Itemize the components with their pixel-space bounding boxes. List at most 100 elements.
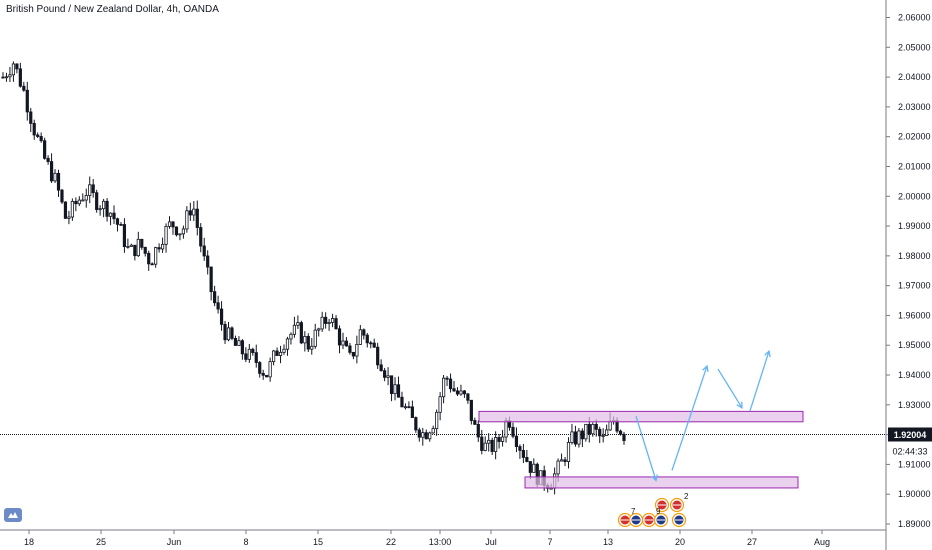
- event-flag-icon[interactable]: [654, 497, 670, 513]
- candle-up: [67, 216, 71, 219]
- candle-down: [369, 342, 373, 345]
- candle-up: [431, 428, 435, 434]
- event-flag-icon[interactable]: [669, 497, 685, 513]
- y-tick-label: 2.02000: [898, 132, 931, 142]
- candle-up: [296, 322, 300, 326]
- bar-countdown-label: 02:44:33: [892, 446, 927, 456]
- candle-down: [490, 439, 494, 452]
- event-flag-icon[interactable]: [653, 512, 669, 528]
- candle-down: [133, 244, 137, 257]
- y-tick-label: 1.90000: [898, 489, 931, 499]
- y-tick-label: 2.06000: [898, 13, 931, 23]
- candle-down: [174, 226, 179, 236]
- y-tick-label: 1.89000: [898, 519, 931, 529]
- candle-down: [521, 449, 525, 458]
- support-zone[interactable]: [524, 476, 799, 489]
- candle-down: [334, 318, 338, 330]
- candle-down: [598, 428, 602, 437]
- candle-up: [438, 396, 442, 413]
- x-tick-label: 27: [747, 537, 757, 547]
- candle-up: [320, 316, 324, 330]
- candle-up: [435, 411, 439, 429]
- candle-down: [119, 224, 123, 226]
- candle-down: [112, 212, 116, 220]
- candle-up: [226, 327, 231, 341]
- candle-down: [15, 63, 19, 70]
- candle-down: [32, 123, 36, 136]
- candle-down: [379, 364, 383, 372]
- candle-down: [105, 200, 109, 217]
- x-tick-label: 7: [547, 537, 552, 547]
- candle-up: [178, 233, 182, 236]
- candle-up: [289, 333, 293, 340]
- event-flag-icon[interactable]: [628, 512, 644, 528]
- candle-up: [292, 324, 297, 335]
- candle-up: [167, 221, 172, 227]
- projection-arrow[interactable]: [749, 350, 770, 411]
- projection-arrowhead: [764, 349, 771, 358]
- candle-down: [424, 432, 428, 440]
- candle-up: [483, 442, 487, 451]
- candle-down: [622, 433, 626, 441]
- candle-down: [91, 184, 95, 194]
- candle-up: [192, 208, 196, 216]
- candle-down: [480, 436, 484, 451]
- candle-up: [126, 246, 130, 248]
- y-tick-label: 1.94000: [898, 370, 931, 380]
- candle-down: [206, 255, 210, 268]
- candle-up: [577, 430, 581, 445]
- x-tick-label: 13:00: [429, 537, 452, 547]
- candle-down: [389, 375, 394, 395]
- event-flag-icon[interactable]: [617, 512, 633, 528]
- candle-up: [313, 329, 317, 347]
- resistance-zone[interactable]: [478, 410, 804, 423]
- candle-down: [29, 111, 33, 124]
- candle-down: [476, 424, 480, 438]
- event-flag-icon[interactable]: [641, 512, 657, 528]
- candle-up: [556, 460, 560, 475]
- candle-down: [150, 263, 154, 266]
- candle-up: [53, 172, 57, 182]
- tradingview-logo-icon[interactable]: [4, 508, 22, 522]
- candle-down: [230, 327, 234, 339]
- candle-down: [223, 323, 227, 341]
- logo-glyph-icon: [8, 512, 18, 518]
- candle-down: [74, 200, 78, 205]
- candle-down: [525, 457, 529, 462]
- x-tick-label: 20: [675, 537, 685, 547]
- y-tick-label: 1.95000: [898, 340, 931, 350]
- y-tick-label: 1.98000: [898, 251, 931, 261]
- projection-arrow[interactable]: [717, 368, 743, 409]
- candle-down: [400, 396, 404, 408]
- event-flag-icon[interactable]: [671, 512, 687, 528]
- candle-down: [240, 340, 244, 355]
- candle-up: [129, 244, 133, 247]
- candle-up: [494, 437, 498, 452]
- candle-up: [459, 390, 463, 395]
- candle-up: [386, 375, 390, 378]
- candle-down: [462, 390, 467, 395]
- candle-down: [22, 85, 26, 91]
- candle-down: [455, 390, 460, 395]
- candle-up: [355, 343, 359, 357]
- candle-down: [122, 224, 127, 248]
- candle-down: [473, 420, 477, 425]
- candle-up: [601, 435, 605, 438]
- candle-up: [605, 429, 609, 437]
- projection-arrow[interactable]: [635, 415, 657, 481]
- x-tick-label: 8: [243, 537, 248, 547]
- y-tick-label: 1.91000: [898, 459, 931, 469]
- candle-down: [594, 424, 598, 430]
- y-tick-label: 1.96000: [898, 310, 931, 320]
- candle-up: [282, 348, 286, 353]
- candle-down: [275, 350, 279, 356]
- candle-down: [195, 208, 199, 228]
- candle-down: [219, 308, 224, 325]
- candle-down: [216, 302, 220, 310]
- candle-up: [303, 336, 307, 344]
- y-tick-label: 1.97000: [898, 281, 931, 291]
- candle-down: [213, 291, 217, 304]
- projection-arrow[interactable]: [671, 365, 708, 471]
